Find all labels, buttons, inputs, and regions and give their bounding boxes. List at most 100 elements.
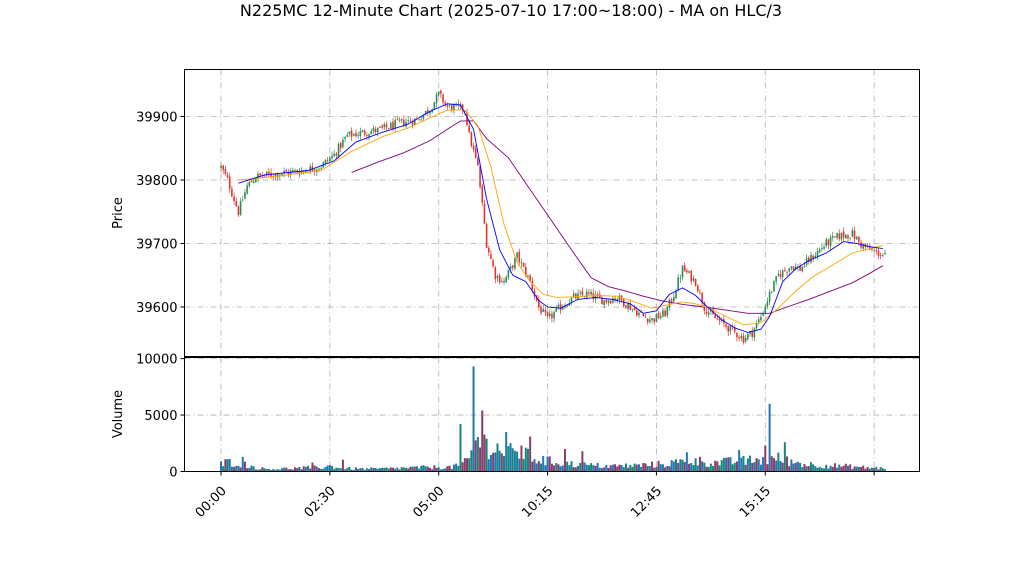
candle-body bbox=[561, 307, 564, 310]
candle-body bbox=[418, 119, 420, 121]
volume-bar bbox=[664, 467, 667, 472]
volume-bar bbox=[466, 458, 469, 472]
volume-bar bbox=[605, 464, 608, 472]
volume-bar bbox=[594, 465, 597, 472]
volume-bar bbox=[559, 466, 562, 472]
candle-body bbox=[779, 273, 782, 278]
candle-body bbox=[390, 122, 392, 129]
volume-bar bbox=[553, 465, 556, 472]
candle-body bbox=[701, 293, 703, 304]
volume-bar bbox=[866, 466, 869, 472]
candle-body bbox=[368, 134, 370, 138]
candle-body bbox=[882, 255, 884, 257]
volume-bar bbox=[228, 459, 231, 472]
candle-body bbox=[592, 293, 595, 300]
candle-body bbox=[335, 153, 338, 156]
volume-bar bbox=[592, 465, 595, 472]
volume-bar bbox=[531, 461, 534, 472]
candle-body bbox=[516, 252, 518, 258]
candle-body bbox=[548, 313, 551, 316]
candle-body bbox=[675, 290, 677, 299]
volume-bar bbox=[603, 467, 606, 472]
volume-bar bbox=[485, 438, 488, 472]
volume-bar bbox=[640, 466, 643, 472]
candle-body bbox=[871, 248, 873, 250]
volume-bar bbox=[563, 448, 566, 472]
volume-bar bbox=[470, 450, 473, 472]
candle-body bbox=[842, 231, 845, 238]
volume-bar bbox=[823, 468, 826, 472]
candle-body bbox=[696, 285, 699, 292]
volume-bar bbox=[620, 464, 623, 472]
volume-bar bbox=[792, 463, 795, 472]
candle-body bbox=[649, 319, 651, 322]
volume-bar bbox=[783, 442, 786, 472]
candle-body bbox=[429, 111, 431, 114]
candle-body bbox=[651, 318, 653, 321]
volume-bar bbox=[448, 465, 451, 472]
volume-bar bbox=[337, 468, 340, 472]
candle-body bbox=[372, 128, 375, 132]
ma-slow-line bbox=[351, 120, 884, 314]
candle-body bbox=[313, 169, 316, 172]
volume-bar bbox=[812, 464, 815, 472]
volume-bar bbox=[670, 460, 673, 472]
candle-body bbox=[514, 257, 516, 269]
volume-bar bbox=[535, 463, 538, 472]
candle-body bbox=[790, 266, 793, 269]
volume-bar bbox=[829, 465, 832, 472]
candle-body bbox=[673, 296, 675, 302]
price-axis-label: Price bbox=[111, 197, 126, 229]
candle-body bbox=[821, 248, 823, 250]
candle-body bbox=[235, 201, 238, 207]
candle-body bbox=[625, 305, 627, 308]
volume-bar bbox=[259, 469, 262, 472]
candle-body bbox=[233, 196, 235, 201]
candle-body bbox=[729, 325, 732, 332]
candle-body bbox=[818, 249, 821, 253]
candle-body bbox=[862, 244, 865, 249]
volume-bar bbox=[529, 436, 532, 472]
volume-bar bbox=[855, 466, 858, 472]
volume-bar bbox=[304, 466, 307, 472]
candle-body bbox=[342, 139, 344, 147]
volume-bar bbox=[714, 460, 717, 472]
volume-bar bbox=[311, 462, 314, 472]
volume-bar bbox=[840, 466, 843, 472]
candle-body bbox=[714, 314, 716, 319]
volume-bar bbox=[526, 448, 529, 472]
candle-body bbox=[603, 300, 605, 305]
volume-bar bbox=[389, 467, 392, 472]
candle-body bbox=[801, 266, 804, 272]
candle-body bbox=[220, 165, 222, 168]
volume-bar bbox=[254, 469, 257, 472]
candle-body bbox=[381, 125, 383, 128]
volume-bar bbox=[313, 465, 316, 472]
volume-bar bbox=[581, 451, 584, 472]
candle-body bbox=[370, 131, 373, 135]
volume-bar bbox=[533, 459, 536, 472]
volume-bar bbox=[772, 458, 775, 472]
candle-body bbox=[585, 291, 588, 298]
volume-bar bbox=[516, 451, 519, 472]
candle-body bbox=[461, 104, 464, 111]
candle-body bbox=[707, 312, 710, 315]
candle-body bbox=[555, 307, 558, 312]
volume-bar bbox=[570, 461, 573, 472]
volume-bar bbox=[226, 459, 229, 472]
candle-body bbox=[781, 270, 784, 278]
candle-body bbox=[686, 270, 688, 273]
volume-bar bbox=[243, 461, 246, 472]
volume-bar bbox=[328, 465, 331, 472]
candle-body bbox=[257, 173, 259, 179]
volume-bar bbox=[598, 467, 601, 472]
candle-body bbox=[329, 157, 331, 162]
volume-bar bbox=[285, 467, 288, 472]
candle-body bbox=[588, 292, 590, 294]
candle-body bbox=[228, 176, 231, 189]
volume-tick-label: 10000 bbox=[136, 353, 177, 368]
volume-bar bbox=[825, 464, 828, 472]
candle-body bbox=[753, 328, 756, 338]
ma-mid-line bbox=[238, 109, 883, 326]
candle-body bbox=[873, 250, 875, 252]
